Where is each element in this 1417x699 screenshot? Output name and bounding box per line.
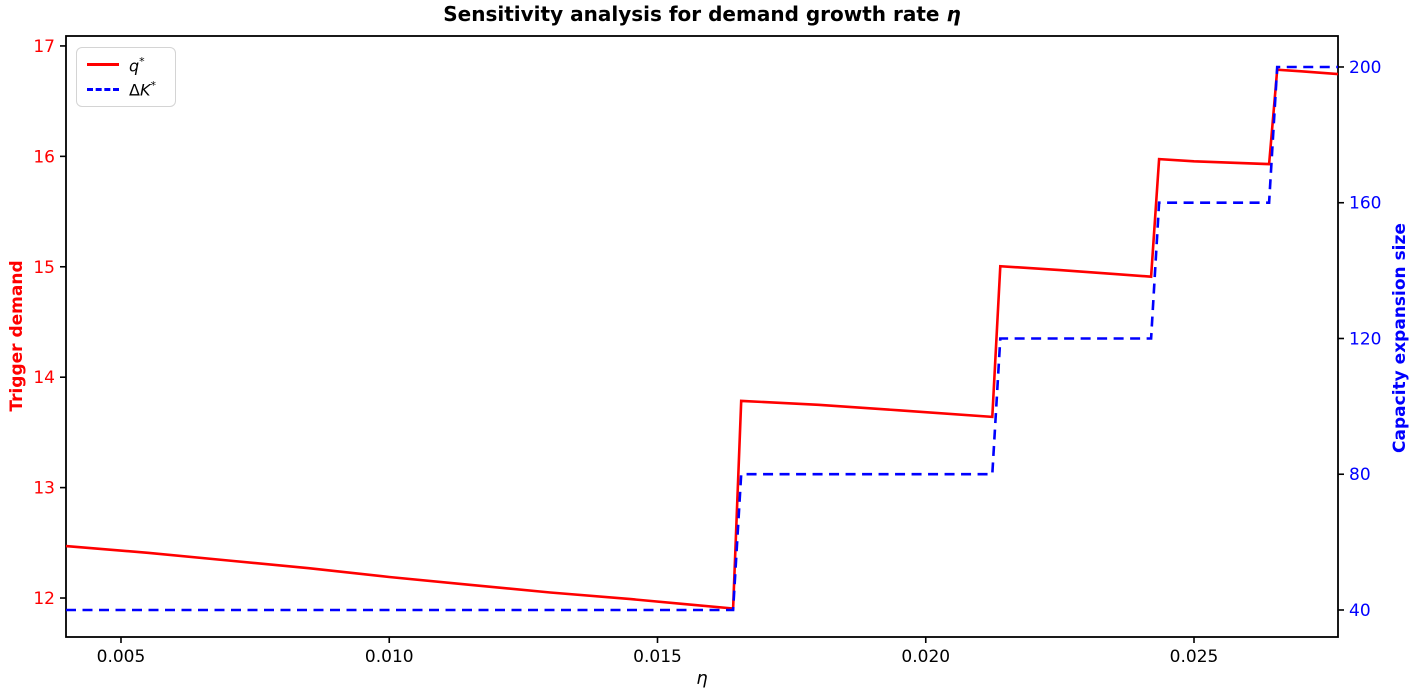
legend-label-base: K bbox=[139, 80, 151, 100]
legend-label-delta-k-star: ΔK* bbox=[129, 80, 156, 98]
legend: q* ΔK* bbox=[76, 47, 176, 107]
right-y-tick-label: 120 bbox=[1349, 329, 1381, 349]
left-y-axis-label: Trigger demand bbox=[7, 260, 27, 412]
x-tick-label: 0.020 bbox=[901, 647, 950, 667]
legend-item-delta-k-star: ΔK* bbox=[87, 80, 169, 98]
right-y-tick-label: 80 bbox=[1349, 465, 1371, 485]
right-y-tick-label: 40 bbox=[1349, 601, 1371, 621]
chart-title-eta-symbol: η bbox=[946, 2, 961, 26]
x-tick-label: 0.015 bbox=[633, 647, 682, 667]
legend-line-sample-solid bbox=[87, 63, 119, 67]
legend-label-sup: * bbox=[139, 54, 145, 68]
right-y-axis-label: Capacity expansion size bbox=[1390, 223, 1410, 453]
x-tick-label: 0.005 bbox=[97, 647, 146, 667]
x-axis-label: η bbox=[696, 668, 708, 689]
left-y-tick-label: 17 bbox=[33, 37, 55, 57]
left-y-tick-label: 14 bbox=[33, 368, 55, 388]
x-tick-label: 0.025 bbox=[1170, 647, 1219, 667]
legend-label-pre: Δ bbox=[129, 80, 140, 100]
series-line-delta-k-star bbox=[66, 65, 1338, 612]
x-tick-label: 0.010 bbox=[365, 647, 414, 667]
legend-label-sup: * bbox=[150, 78, 156, 92]
chart-title: Sensitivity analysis for demand growth r… bbox=[66, 2, 1338, 26]
legend-line-sample-dashed bbox=[87, 87, 119, 91]
chart-title-text: Sensitivity analysis for demand growth r… bbox=[443, 2, 947, 26]
legend-label-q-star: q* bbox=[129, 56, 145, 74]
left-y-tick-label: 13 bbox=[33, 479, 55, 499]
plot-spines bbox=[65, 35, 1339, 638]
right-y-tick-label: 200 bbox=[1349, 58, 1381, 78]
left-y-tick-label: 12 bbox=[33, 589, 55, 609]
legend-item-q-star: q* bbox=[87, 56, 169, 74]
series-line-q-star bbox=[65, 68, 1339, 610]
right-y-tick-label: 160 bbox=[1349, 194, 1381, 214]
left-y-tick-label: 15 bbox=[33, 258, 55, 278]
left-y-tick-label: 16 bbox=[33, 147, 55, 167]
legend-label-base: q bbox=[129, 56, 140, 76]
